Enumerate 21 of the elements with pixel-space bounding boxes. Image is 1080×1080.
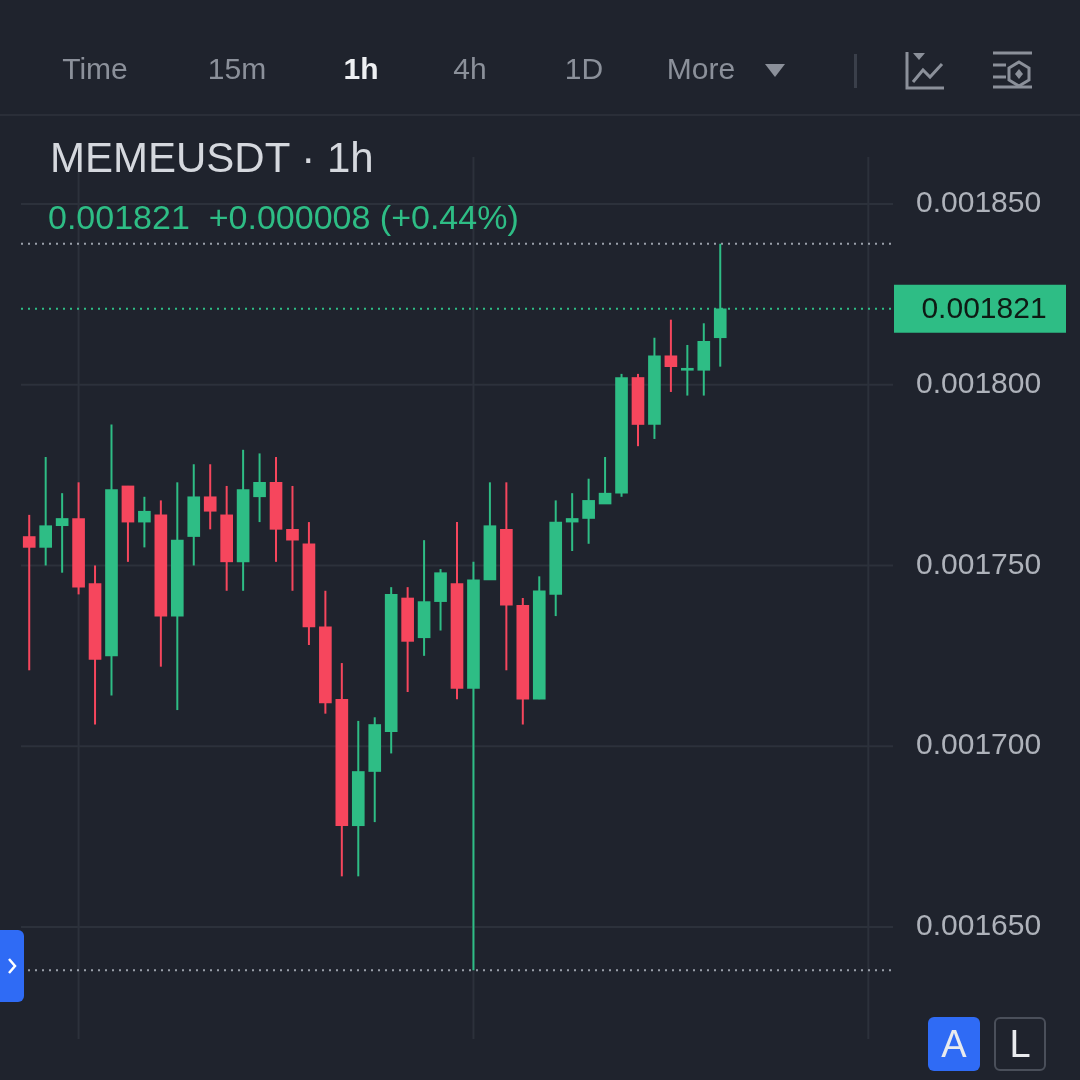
ref-line-label: 0.001821 — [921, 291, 1047, 325]
text: More — [666, 52, 736, 86]
text: 0.001821 +0.000008 (+0.44%) — [48, 198, 519, 237]
candlestick — [22, 514, 36, 671]
y-tick-label: 0.001750 — [916, 546, 1042, 580]
y-tick-label: 0.001800 — [916, 366, 1042, 399]
text: 15m — [207, 52, 267, 86]
candlestick — [55, 493, 69, 573]
candlestick — [565, 493, 579, 552]
text: 4h — [453, 52, 487, 86]
text: 1D — [564, 52, 604, 86]
chart-title: MEMEUSDT · 1h — [50, 134, 374, 182]
text: 1h — [343, 52, 379, 86]
text: L — [994, 1017, 1046, 1071]
y-tick-label: 0.001650 — [916, 908, 1042, 942]
y-tick-label: 0.001700 — [916, 727, 1042, 761]
candlestick — [681, 344, 694, 396]
text: A — [928, 1017, 980, 1071]
y-tick-label: 0.001850 — [916, 185, 1042, 219]
candlestick — [286, 485, 299, 591]
text: Time — [62, 52, 128, 86]
